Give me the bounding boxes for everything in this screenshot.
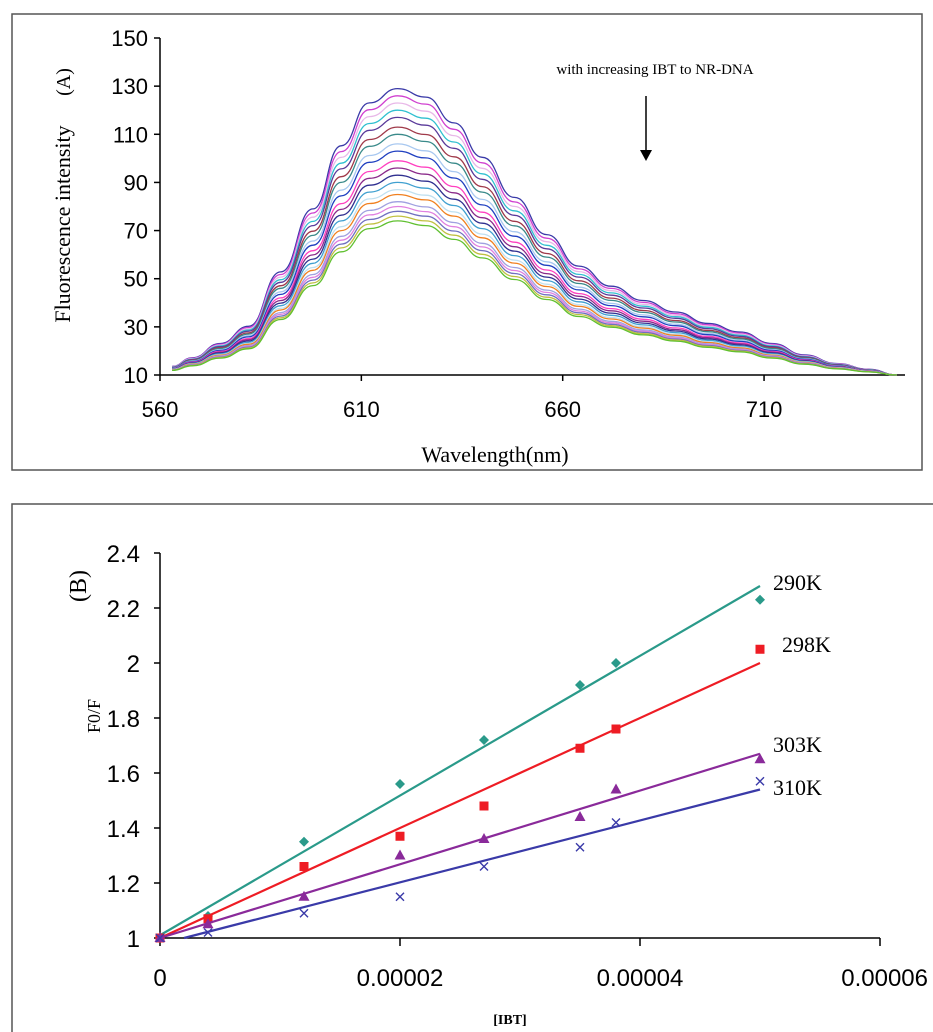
panel-b-axes: 1 1.2 1.4 1.6 1.8 2 2.2 2.4 0 0.00002 0.00004 0.000…: [107, 541, 928, 992]
panel-b-y-tick-label: 1.4: [107, 816, 140, 843]
panel-a-spectrum-curve-7: [172, 133, 897, 376]
panel-a-axes: 10 30 50 70 90 110 130 150 560 610 660 710: [111, 26, 905, 422]
panel-a-spectrum-curve-1: [172, 87, 897, 376]
panel-a-y-tick-label: 150: [111, 26, 148, 51]
panel-a-x-axis-label: Wavelength(nm): [421, 442, 568, 467]
panel-b-series-label-290K: 290K: [773, 570, 822, 595]
panel-a-y-tick-label: 10: [124, 363, 148, 388]
panel-a-spectrum-curve-5: [172, 116, 897, 376]
panel-a-spectrum-curve-3: [172, 102, 897, 376]
panel-a-spectrum-curve-2: [172, 95, 897, 376]
panel-b-point-290K: [611, 658, 621, 668]
panel-a-annotation-arrow: [640, 96, 652, 161]
panel-b-point-310K: [395, 892, 405, 902]
panel-b-point-303K: [154, 932, 166, 942]
panel-a-label: (A): [53, 68, 75, 96]
panel-b-x-tick-label: 0.00004: [597, 965, 684, 992]
panel-b-y-tick-label: 1.2: [107, 871, 140, 898]
panel-b-y-tick-label: 2.4: [107, 541, 140, 568]
panel-b-point-298K: [299, 862, 309, 871]
panel-a-y-tick-label: 90: [124, 170, 148, 195]
panel-b-point-298K: [611, 724, 621, 734]
panel-b-y-tick-label: 1.6: [107, 761, 140, 788]
panel-a-spectrum-curve-20: [172, 220, 897, 376]
panel-a-spectrum-curve-4: [172, 109, 897, 376]
panel-a-annotation: with increasing IBT to NR-DNA: [556, 62, 753, 78]
panel-b-point-310K: [479, 862, 489, 871]
panel-b-y-tick-label: 1: [127, 926, 140, 953]
panel-b-point-303K: [298, 890, 310, 901]
panel-b-point-290K: [395, 779, 405, 789]
panel-a-x-tick-label: 560: [142, 397, 179, 422]
panel-b-point-310K: [611, 818, 621, 827]
panel-b-x-tick-label: 0.00002: [357, 965, 444, 992]
panel-b-frame: [11, 503, 933, 1032]
panel-a-fluorescence-spectra: Fluorescence intensity (A) Wavelength(nm…: [11, 13, 923, 471]
panel-b-point-290K: [575, 680, 585, 690]
panel-a-y-tick-label: 110: [113, 122, 148, 147]
panel-a-y-tick-label: 130: [111, 74, 148, 99]
panel-b-point-303K: [478, 833, 490, 843]
panel-b-point-298K: [395, 831, 405, 841]
panel-b-y-tick-label: 1.8: [107, 706, 140, 733]
panel-b-series-label-298K: 298K: [782, 632, 831, 657]
panel-a-curves: [172, 87, 897, 376]
panel-b-point-298K: [575, 743, 585, 753]
panel-b-series: 290K 298K 303K 310K: [154, 570, 831, 943]
panel-b-point-290K: [299, 836, 309, 847]
panel-b-x-tick-label: 0.00006: [841, 965, 928, 992]
panel-b-label: (B): [66, 570, 92, 602]
panel-b-point-303K: [754, 753, 766, 764]
panel-b-fit-line-290K: [159, 585, 761, 937]
panel-b-point-290K: [479, 735, 489, 745]
panel-a-x-tick-label: 710: [746, 397, 783, 422]
panel-a-spectrum-curve-15: [172, 193, 897, 376]
panel-b-fit-line-310K: [183, 788, 761, 940]
panel-a-y-tick-label: 70: [124, 219, 148, 244]
panel-b-x-axis-label: [IBT]: [493, 1013, 526, 1028]
panel-a-spectrum-curve-10: [172, 160, 897, 376]
panel-a-spectrum-curve-8: [172, 143, 897, 376]
panel-a-y-tick-label: 30: [124, 315, 148, 340]
panel-b-point-303K: [202, 918, 214, 929]
panel-a-spectrum-curve-12: [172, 174, 897, 376]
panel-b-point-310K: [155, 933, 165, 943]
panel-b-point-290K: [755, 594, 765, 605]
panel-b-point-303K: [394, 849, 406, 860]
panel-b-point-303K: [610, 783, 622, 794]
panel-b-point-310K: [203, 928, 213, 937]
panel-b-stern-volmer: (B) F0/F [IBT] 1 1.2 1.4 1.6 1.8 2 2.2 2.4 0 0.00…: [11, 503, 933, 1032]
panel-b-x-tick-label: 0: [153, 965, 166, 992]
panel-b-point-298K: [479, 801, 489, 811]
panel-a-x-tick-label: 660: [544, 397, 581, 422]
panel-b-point-310K: [755, 776, 765, 786]
panel-a-y-axis-label: Fluorescence intensity: [50, 125, 75, 322]
panel-b-series-label-310K: 310K: [773, 775, 822, 800]
panel-a-spectrum-curve-13: [172, 181, 897, 376]
panel-b-fit-line-298K: [159, 662, 761, 939]
panel-a-x-tick-label: 610: [343, 397, 380, 422]
panel-a-spectrum-curve-11: [172, 167, 897, 376]
panel-b-point-310K: [299, 908, 309, 918]
panel-a-spectrum-curve-9: [172, 150, 897, 376]
panel-b-y-axis-label: F0/F: [84, 699, 104, 733]
panel-a-spectrum-curve-6: [172, 126, 897, 376]
panel-b-fit-line-303K: [159, 752, 761, 940]
panel-b-point-298K: [755, 644, 765, 654]
panel-b-series-label-303K: 303K: [773, 732, 822, 757]
panel-a-frame: [11, 13, 923, 471]
panel-b-point-310K: [575, 842, 585, 852]
panel-b-y-tick-label: 2: [127, 651, 140, 678]
panel-b-y-tick-label: 2.2: [107, 596, 140, 623]
panel-a-y-tick-label: 50: [124, 267, 148, 292]
panel-b-point-303K: [574, 811, 586, 821]
